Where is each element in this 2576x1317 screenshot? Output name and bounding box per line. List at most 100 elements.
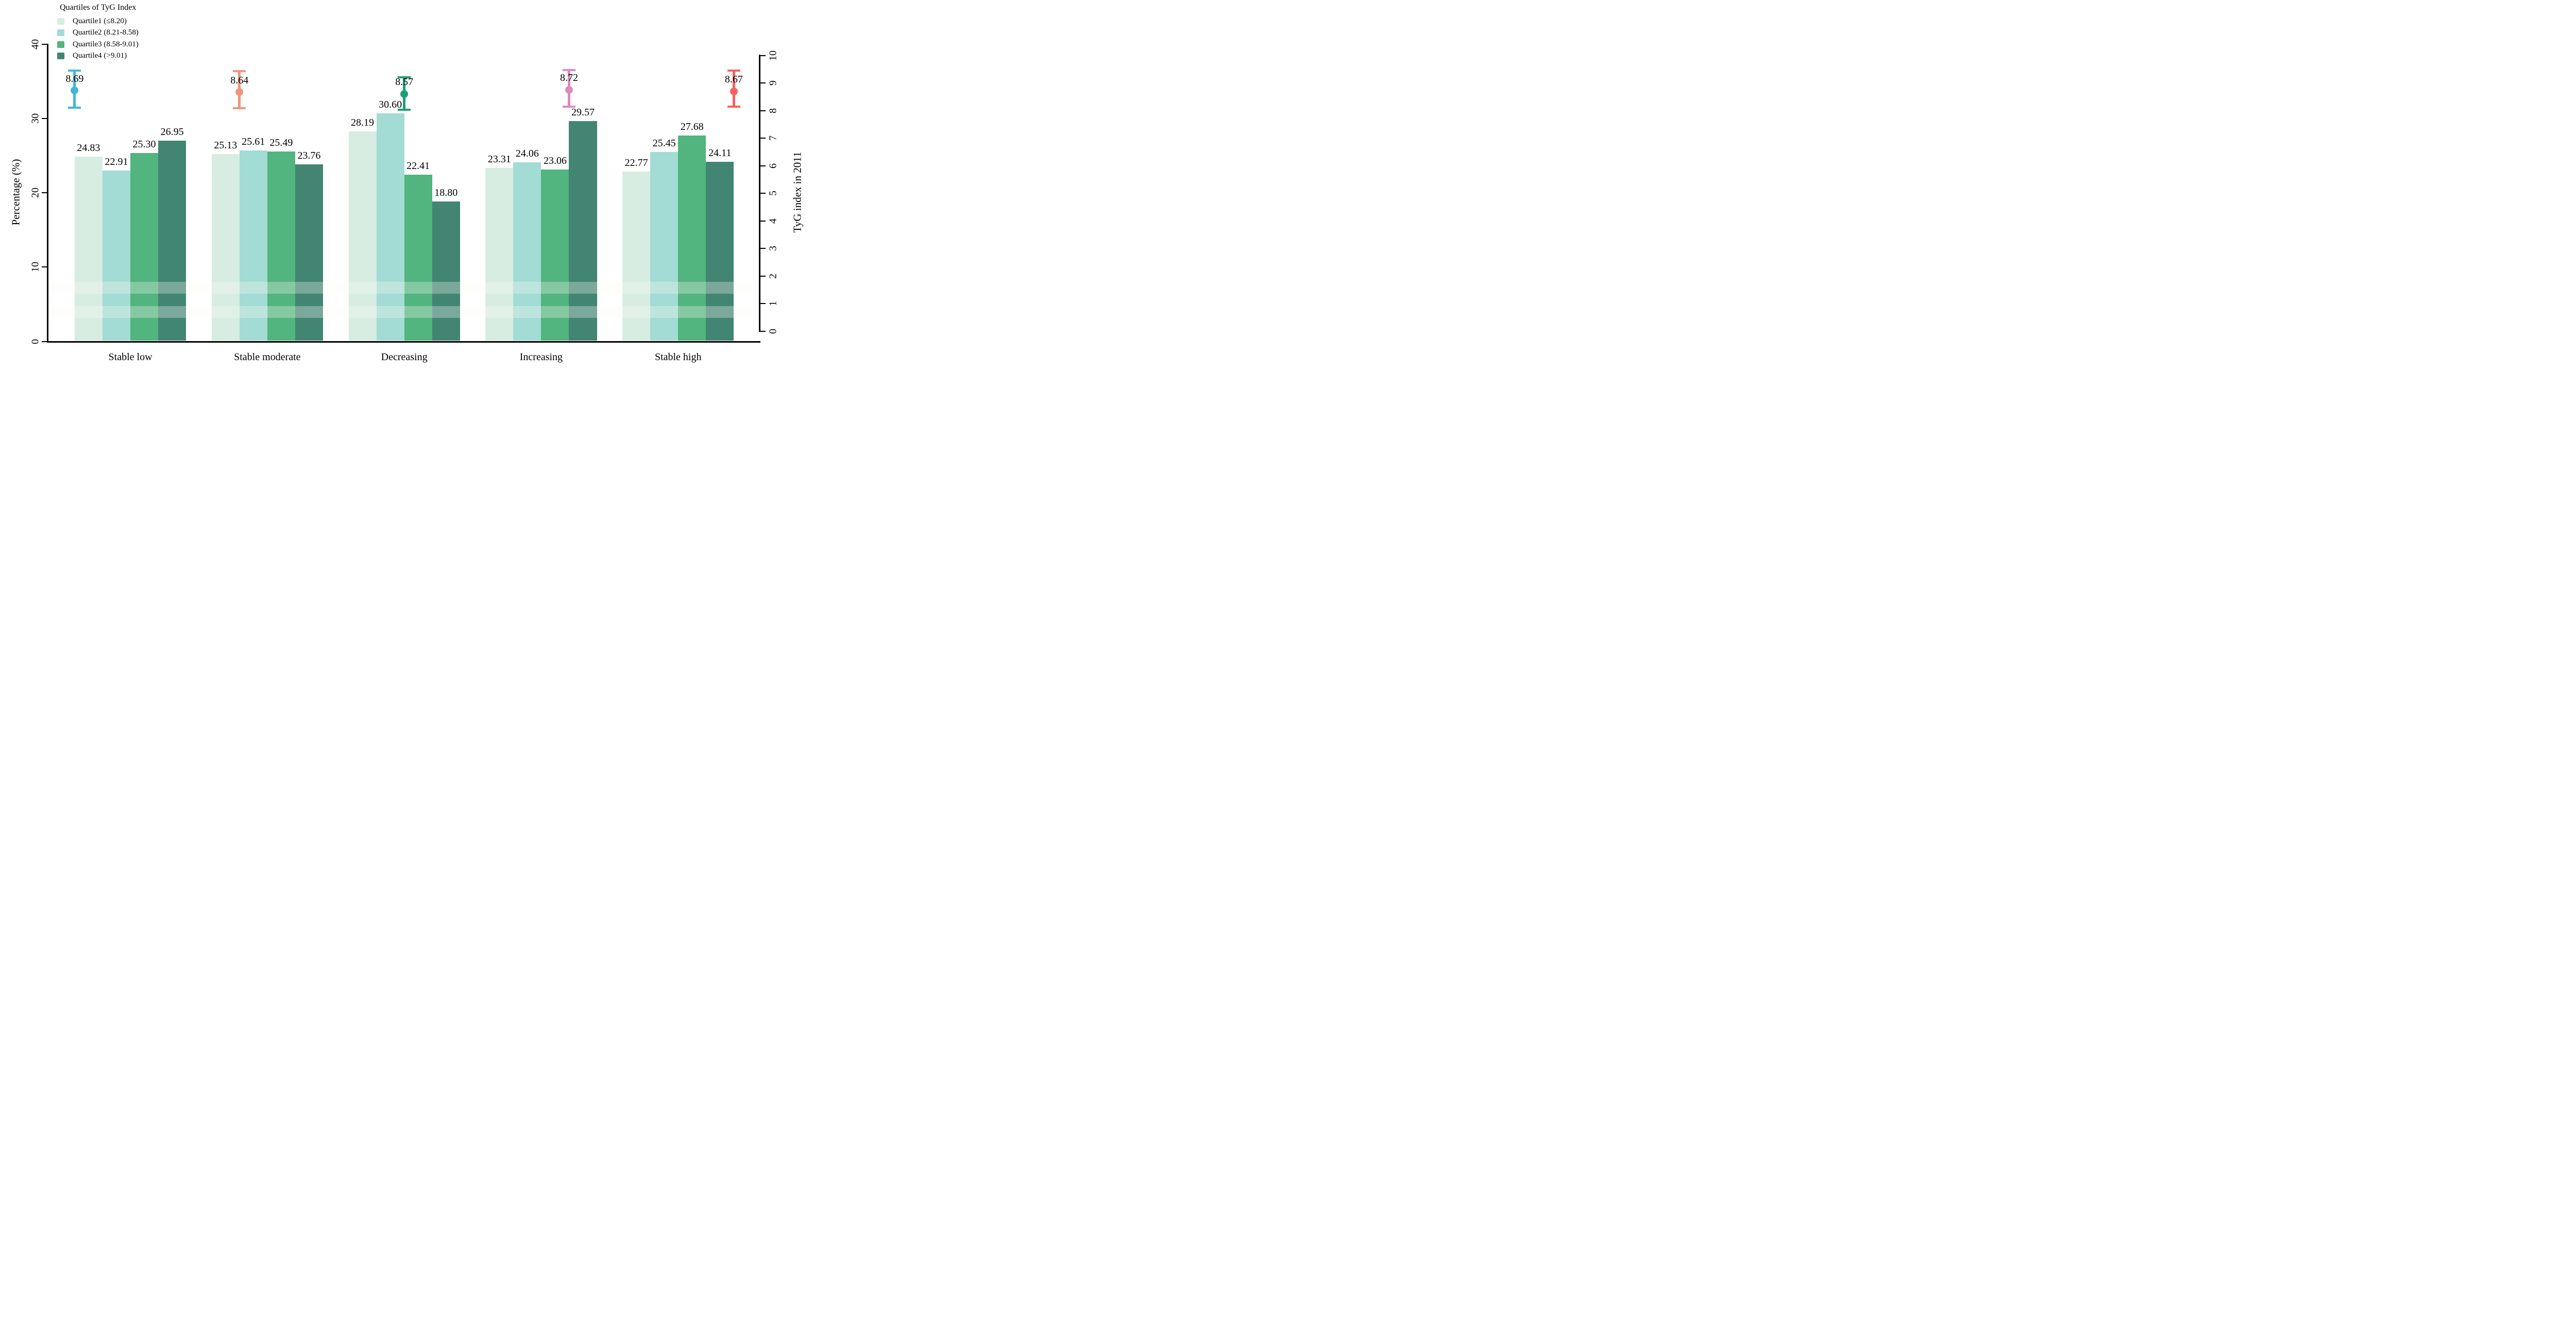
errorbar-value-label: 8.67	[724, 74, 743, 85]
bar-value-label: 30.60	[379, 99, 402, 111]
errorbar-value-label: 8.64	[230, 74, 249, 86]
left-axis-tick-label: 10	[29, 262, 41, 273]
errorbar-top-cap-stable-moderate	[233, 70, 246, 72]
bar-value-label: 24.83	[77, 142, 100, 154]
right-axis-tick-label: 6	[767, 163, 779, 168]
bar-value-label: 25.49	[269, 137, 293, 149]
left-axis-tick	[42, 341, 47, 342]
bar-stable-moderate-quartile2	[239, 150, 267, 341]
x-axis-label-stable-high: Stable high	[654, 351, 702, 363]
bar-decreasing-quartile3	[404, 174, 432, 341]
left-axis-tick	[42, 266, 47, 268]
right-axis-tick-label: 5	[767, 191, 779, 196]
bar-value-label: 25.13	[214, 140, 238, 151]
bar-stable-moderate-quartile3	[267, 151, 295, 341]
bar-value-label: 24.11	[708, 147, 732, 159]
right-axis-tick-label: 1	[767, 301, 779, 307]
bar-value-label: 23.06	[543, 155, 567, 167]
left-axis-line	[47, 44, 48, 343]
bar-stable-moderate-quartile1	[211, 154, 240, 341]
errorbar-bottom-cap-stable-high	[727, 106, 740, 108]
errorbar-value-label: 8.72	[560, 72, 578, 84]
right-axis-tick	[760, 110, 766, 111]
right-axis-tick	[760, 55, 766, 56]
bar-increasing-quartile1	[485, 167, 514, 341]
right-axis-tick	[760, 275, 766, 277]
legend-item-label: Quartile4 (>9.01)	[73, 51, 127, 60]
right-axis-line	[759, 54, 760, 332]
left-axis-tick	[42, 118, 47, 120]
bar-decreasing-quartile2	[376, 113, 404, 341]
bar-value-label: 22.91	[105, 156, 128, 168]
errorbar-point-stable-high	[730, 87, 738, 95]
bar-decreasing-quartile4	[432, 201, 460, 341]
right-axis-tick	[760, 165, 766, 166]
bar-value-label: 27.68	[680, 121, 704, 132]
left-axis-title: Percentage (%)	[9, 159, 22, 226]
x-axis-label-stable-moderate: Stable moderate	[234, 351, 301, 363]
right-axis-tick-label: 2	[767, 273, 779, 279]
right-axis-tick	[760, 138, 766, 139]
errorbar-top-cap-stable-low	[68, 69, 81, 72]
right-axis-tick-label: 3	[767, 246, 779, 251]
bar-value-label: 26.95	[160, 126, 184, 138]
bar-value-label: 23.31	[487, 153, 511, 165]
errorbar-point-increasing	[565, 86, 573, 94]
right-axis-tick-label: 8	[767, 108, 779, 113]
errorbar-top-cap-stable-high	[727, 69, 740, 72]
bar-stable-low-quartile3	[130, 153, 159, 341]
bar-value-label: 28.19	[351, 117, 375, 129]
errorbar-bottom-cap-increasing	[562, 106, 575, 108]
bar-stable-high-quartile2	[650, 151, 679, 341]
bar-value-label: 23.76	[297, 150, 321, 162]
x-axis-label-stable-low: Stable low	[108, 351, 152, 363]
right-axis-title: TyG index in 2011	[791, 151, 804, 233]
bar-decreasing-quartile1	[348, 131, 377, 341]
right-axis-tick	[760, 330, 766, 332]
legend-swatch-icon	[57, 52, 64, 59]
legend-swatch-icon	[57, 41, 64, 48]
right-axis-tick-label: 0	[767, 328, 779, 334]
bar-stable-low-quartile1	[74, 156, 103, 341]
bar-value-label: 29.57	[571, 107, 595, 119]
errorbar-point-stable-moderate	[235, 88, 244, 96]
bar-value-label: 22.41	[406, 160, 430, 172]
left-axis-tick-label: 20	[29, 188, 41, 198]
bar-stable-low-quartile4	[158, 141, 187, 341]
bar-stable-high-quartile1	[622, 172, 651, 341]
bar-value-label: 25.45	[652, 137, 676, 149]
bar-increasing-quartile3	[541, 170, 569, 341]
bar-stable-high-quartile4	[706, 162, 734, 341]
errorbar-point-decreasing	[400, 90, 409, 98]
legend-swatch-icon	[57, 29, 64, 37]
x-axis-label-decreasing: Decreasing	[381, 351, 428, 363]
bar-stable-moderate-quartile4	[295, 164, 323, 341]
x-axis-label-increasing: Increasing	[519, 351, 563, 363]
right-axis-tick	[760, 303, 766, 305]
left-axis-tick-label: 40	[29, 39, 41, 49]
bar-value-label: 24.06	[515, 147, 539, 159]
right-axis-tick	[760, 220, 766, 222]
right-axis-tick	[760, 248, 766, 249]
legend-item-label: Quartile2 (8.21-8.58)	[73, 28, 139, 37]
bar-stable-high-quartile3	[678, 135, 706, 341]
legend-swatch-icon	[57, 18, 64, 25]
errorbar-bottom-cap-stable-moderate	[233, 107, 246, 109]
bar-value-label: 25.61	[242, 136, 265, 148]
errorbar-point-stable-low	[71, 87, 79, 95]
right-axis-tick	[760, 82, 766, 84]
legend: Quartiles of TyG Index Quartile1 (≤8.20)…	[57, 3, 139, 60]
left-axis-tick	[42, 192, 47, 194]
bar-increasing-quartile4	[569, 121, 597, 341]
legend-item-label: Quartile3 (8.58-9.01)	[73, 40, 139, 48]
right-axis-tick-label: 7	[767, 136, 779, 141]
bar-increasing-quartile2	[513, 162, 541, 341]
left-axis-tick	[42, 44, 47, 45]
bottom-axis-line	[47, 341, 760, 343]
legend-title: Quartiles of TyG Index	[60, 3, 137, 12]
right-axis-tick-label: 9	[767, 80, 779, 86]
right-axis-tick	[760, 193, 766, 194]
errorbar-value-label: 8.69	[65, 73, 84, 85]
bar-stable-low-quartile2	[102, 171, 130, 341]
left-axis-tick-label: 0	[29, 339, 41, 344]
